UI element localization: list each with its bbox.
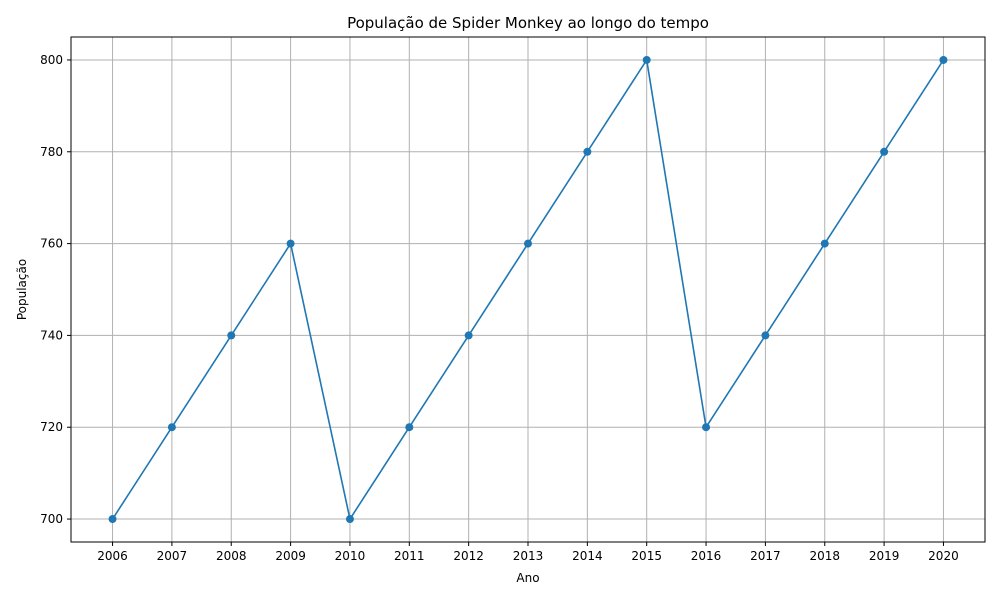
x-tick-label: 2009 <box>275 549 306 563</box>
x-tick-label: 2014 <box>572 549 603 563</box>
y-tick-label: 720 <box>40 420 63 434</box>
x-tick-label: 2012 <box>453 549 484 563</box>
data-point <box>464 331 473 340</box>
x-axis: 2006 2007 2008 2009 2010 2011 2012 2013 2014 2015… <box>97 542 959 563</box>
y-tick-label: 740 <box>40 328 63 342</box>
data-point <box>880 147 889 156</box>
y-tick-label: 700 <box>40 512 63 526</box>
data-point <box>286 239 295 248</box>
data-point <box>583 147 592 156</box>
data-point <box>761 331 770 340</box>
data-point <box>939 55 948 64</box>
x-tick-label: 2015 <box>631 549 662 563</box>
x-axis-label: Ano <box>516 571 539 585</box>
x-tick-label: 2017 <box>750 549 781 563</box>
data-point <box>642 55 651 64</box>
x-tick-label: 2008 <box>216 549 247 563</box>
chart-title: População de Spider Monkey ao longo do t… <box>347 14 709 32</box>
data-point <box>524 239 532 248</box>
y-axis-label: População <box>15 259 29 320</box>
data-point <box>345 515 354 524</box>
data-point <box>227 331 236 340</box>
x-tick-label: 2013 <box>513 549 544 563</box>
x-tick-label: 2018 <box>809 549 840 563</box>
data-point <box>702 423 711 432</box>
data-point <box>820 239 829 248</box>
data-point <box>108 515 117 524</box>
y-tick-label: 760 <box>40 237 63 251</box>
data-point <box>405 423 414 432</box>
grid-layer <box>71 37 985 542</box>
data-point <box>167 423 176 432</box>
x-tick-label: 2007 <box>157 549 188 563</box>
x-tick-label: 2016 <box>691 549 722 563</box>
x-tick-label: 2011 <box>394 549 425 563</box>
series-layer <box>108 55 948 524</box>
x-tick-label: 2020 <box>928 549 959 563</box>
y-axis: 700 720 740 760 780 800 <box>40 53 71 526</box>
x-tick-label: 2006 <box>97 549 128 563</box>
y-tick-label: 780 <box>40 145 63 159</box>
x-tick-label: 2019 <box>869 549 900 563</box>
y-tick-label: 800 <box>40 53 63 67</box>
x-tick-label: 2010 <box>335 549 366 563</box>
